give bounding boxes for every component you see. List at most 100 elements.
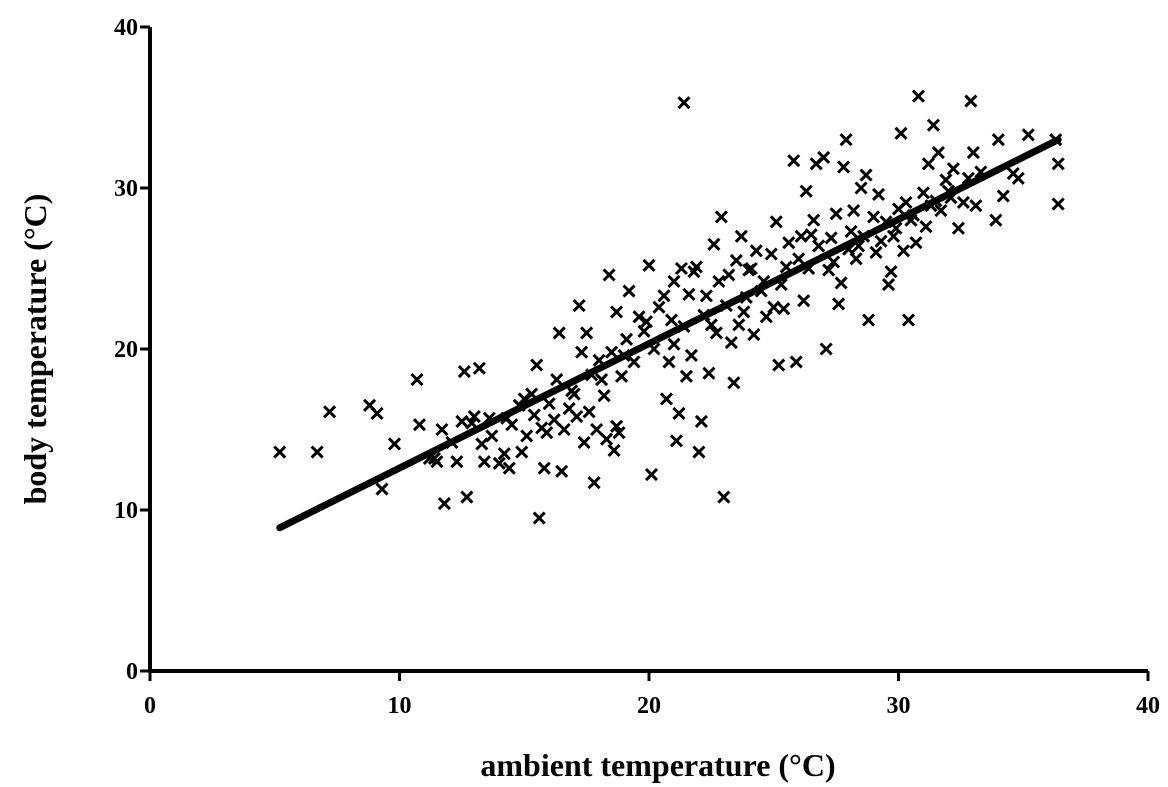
data-point: [834, 276, 848, 290]
data-point: [323, 405, 337, 419]
data-point: [587, 476, 601, 490]
y-tick-label: 30: [114, 176, 138, 202]
data-point: [532, 511, 546, 525]
y-axis-ticks: 0 10 20 30 40: [114, 15, 150, 685]
data-point: [639, 315, 654, 329]
data-point: [547, 413, 561, 427]
data-point: [794, 229, 808, 243]
data-point: [827, 255, 841, 269]
y-tick-label: 10: [114, 498, 138, 524]
data-point: [964, 94, 978, 108]
data-point: [861, 313, 876, 327]
data-point: [642, 258, 656, 272]
data-point: [667, 274, 681, 288]
data-point: [704, 318, 718, 332]
data-point: [764, 247, 778, 261]
data-point: [737, 305, 751, 319]
data-point: [819, 342, 833, 356]
data-point: [450, 455, 464, 469]
data-point: [699, 289, 713, 303]
data-point: [602, 268, 616, 282]
data-point: [605, 345, 619, 359]
data-point: [557, 422, 571, 437]
x-tick-label: 20: [637, 693, 661, 719]
data-point: [767, 300, 781, 314]
data-point: [530, 358, 544, 372]
data-point: [969, 199, 983, 213]
data-point: [575, 345, 589, 359]
data-point: [899, 195, 913, 210]
data-point: [931, 146, 945, 160]
data-point: [1021, 128, 1035, 142]
data-point: [644, 468, 659, 482]
data-point: [577, 435, 591, 449]
data-point: [460, 490, 474, 504]
data-point: [777, 302, 791, 316]
data-point: [896, 244, 911, 258]
data-point: [622, 284, 636, 298]
data-point: [847, 203, 861, 218]
data-point: [951, 221, 965, 235]
data-point: [854, 181, 868, 195]
data-point: [410, 373, 424, 387]
data-point: [679, 369, 693, 383]
data-point: [614, 369, 629, 383]
data-point: [273, 445, 287, 459]
data-point: [832, 297, 846, 311]
data-point: [717, 490, 731, 504]
data-point: [457, 364, 471, 379]
data-point: [822, 263, 836, 277]
data-point: [966, 146, 980, 160]
data-point: [375, 482, 389, 496]
data-point: [310, 445, 324, 459]
data-point: [580, 326, 594, 340]
data-point: [747, 327, 761, 342]
data-point: [921, 157, 936, 171]
data-point: [1011, 171, 1025, 185]
y-tick-label: 0: [126, 659, 138, 685]
data-point: [871, 187, 886, 202]
data-point: [1051, 197, 1065, 211]
data-point: [637, 324, 651, 338]
data-point: [435, 422, 449, 437]
data-point: [886, 229, 901, 243]
data-point: [759, 310, 773, 324]
data-point: [749, 244, 763, 258]
data-point: [497, 447, 511, 461]
data-point: [1051, 157, 1065, 171]
data-point: [550, 373, 564, 387]
data-point: [527, 408, 541, 422]
data-point: [600, 432, 614, 446]
data-point: [772, 358, 786, 372]
data-point: [570, 410, 584, 424]
data-point: [597, 389, 611, 403]
data-point: [689, 260, 703, 274]
data-point: [869, 245, 883, 259]
data-point: [455, 414, 469, 429]
data-point: [782, 236, 796, 250]
data-point: [619, 332, 634, 346]
x-axis-title: ambient temperature (°C): [480, 747, 835, 783]
data-point: [934, 203, 948, 218]
y-tick-label: 40: [114, 15, 138, 41]
data-point: [502, 461, 516, 475]
data-point: [669, 434, 684, 448]
data-point: [712, 274, 726, 288]
data-point: [540, 426, 554, 440]
y-tick-label: 20: [114, 337, 138, 363]
data-point: [807, 213, 821, 227]
data-point: [692, 445, 706, 459]
data-point: [909, 236, 923, 250]
data-point: [595, 373, 609, 387]
data-point: [702, 366, 716, 380]
data-point: [412, 418, 427, 432]
data-point: [552, 326, 566, 340]
data-point: [844, 224, 858, 239]
data-point: [799, 184, 813, 198]
data-point: [667, 337, 681, 351]
data-point: [694, 414, 708, 429]
data-point: [911, 89, 926, 103]
data-point: [839, 133, 853, 147]
data-point: [797, 294, 811, 308]
